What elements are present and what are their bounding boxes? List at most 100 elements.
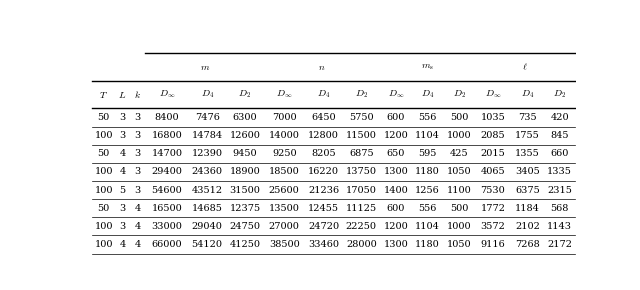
Text: 7530: 7530 bbox=[481, 186, 505, 195]
Text: 100: 100 bbox=[94, 222, 113, 231]
Text: 18500: 18500 bbox=[269, 168, 300, 177]
Text: 1143: 1143 bbox=[547, 222, 572, 231]
Text: $D_{4}$: $D_{4}$ bbox=[317, 89, 330, 100]
Text: $k$: $k$ bbox=[134, 89, 141, 100]
Text: $D_{\infty}$: $D_{\infty}$ bbox=[484, 89, 501, 100]
Text: 4065: 4065 bbox=[481, 168, 505, 177]
Text: 13750: 13750 bbox=[346, 168, 377, 177]
Text: 5: 5 bbox=[120, 186, 125, 195]
Text: 2085: 2085 bbox=[481, 131, 505, 140]
Text: 4: 4 bbox=[120, 168, 125, 177]
Text: 50: 50 bbox=[97, 149, 109, 158]
Text: 14784: 14784 bbox=[191, 131, 223, 140]
Text: 24360: 24360 bbox=[192, 168, 223, 177]
Text: 100: 100 bbox=[94, 240, 113, 249]
Text: 600: 600 bbox=[387, 204, 405, 213]
Text: 11500: 11500 bbox=[346, 131, 377, 140]
Text: 1200: 1200 bbox=[383, 222, 408, 231]
Text: 1300: 1300 bbox=[383, 240, 408, 249]
Text: 21236: 21236 bbox=[308, 186, 339, 195]
Text: 3: 3 bbox=[120, 113, 125, 122]
Text: 1300: 1300 bbox=[383, 168, 408, 177]
Text: 3: 3 bbox=[134, 113, 141, 122]
Text: 1000: 1000 bbox=[447, 222, 472, 231]
Text: 3: 3 bbox=[120, 131, 125, 140]
Text: 6375: 6375 bbox=[515, 186, 540, 195]
Text: 2315: 2315 bbox=[547, 186, 572, 195]
Text: 650: 650 bbox=[387, 149, 405, 158]
Text: 7268: 7268 bbox=[515, 240, 540, 249]
Text: 33460: 33460 bbox=[308, 240, 339, 249]
Text: 11125: 11125 bbox=[346, 204, 377, 213]
Text: 556: 556 bbox=[419, 113, 436, 122]
Text: 600: 600 bbox=[387, 113, 405, 122]
Text: $L$: $L$ bbox=[118, 90, 127, 99]
Text: 568: 568 bbox=[550, 204, 569, 213]
Text: 4: 4 bbox=[120, 240, 125, 249]
Text: 1772: 1772 bbox=[481, 204, 506, 213]
Text: 556: 556 bbox=[419, 204, 436, 213]
Text: 500: 500 bbox=[450, 113, 468, 122]
Text: 6875: 6875 bbox=[349, 149, 374, 158]
Text: 1104: 1104 bbox=[415, 131, 440, 140]
Text: 1180: 1180 bbox=[415, 240, 440, 249]
Text: 660: 660 bbox=[550, 149, 569, 158]
Text: 845: 845 bbox=[550, 131, 569, 140]
Text: 12375: 12375 bbox=[229, 204, 260, 213]
Text: 12600: 12600 bbox=[230, 131, 260, 140]
Text: 1180: 1180 bbox=[415, 168, 440, 177]
Text: $m_\mathrm{s}$: $m_\mathrm{s}$ bbox=[421, 62, 434, 72]
Text: 1335: 1335 bbox=[547, 168, 572, 177]
Text: $n$: $n$ bbox=[318, 63, 326, 72]
Text: 6450: 6450 bbox=[311, 113, 336, 122]
Text: $D_{\infty}$: $D_{\infty}$ bbox=[388, 89, 404, 100]
Text: 100: 100 bbox=[94, 168, 113, 177]
Text: 22250: 22250 bbox=[346, 222, 377, 231]
Text: 1256: 1256 bbox=[415, 186, 440, 195]
Text: 8205: 8205 bbox=[311, 149, 336, 158]
Text: 28000: 28000 bbox=[346, 240, 376, 249]
Text: 41250: 41250 bbox=[229, 240, 260, 249]
Text: 16500: 16500 bbox=[152, 204, 182, 213]
Text: 27000: 27000 bbox=[269, 222, 300, 231]
Text: 3: 3 bbox=[134, 131, 141, 140]
Text: 54120: 54120 bbox=[192, 240, 223, 249]
Text: 595: 595 bbox=[419, 149, 436, 158]
Text: $D_{\infty}$: $D_{\infty}$ bbox=[159, 89, 175, 100]
Text: 2172: 2172 bbox=[547, 240, 572, 249]
Text: 50: 50 bbox=[97, 204, 109, 213]
Text: 16220: 16220 bbox=[308, 168, 339, 177]
Text: 50: 50 bbox=[97, 113, 109, 122]
Text: 3: 3 bbox=[120, 222, 125, 231]
Text: 17050: 17050 bbox=[346, 186, 377, 195]
Text: 1050: 1050 bbox=[447, 240, 472, 249]
Text: 425: 425 bbox=[450, 149, 468, 158]
Text: 12455: 12455 bbox=[308, 204, 339, 213]
Text: 1755: 1755 bbox=[515, 131, 540, 140]
Text: $\ell$: $\ell$ bbox=[522, 62, 528, 72]
Text: $D_{2}$: $D_{2}$ bbox=[239, 89, 252, 100]
Text: 29040: 29040 bbox=[192, 222, 223, 231]
Text: 7476: 7476 bbox=[195, 113, 220, 122]
Text: 54600: 54600 bbox=[152, 186, 182, 195]
Text: 14685: 14685 bbox=[192, 204, 223, 213]
Text: 33000: 33000 bbox=[152, 222, 182, 231]
Text: 2015: 2015 bbox=[481, 149, 505, 158]
Text: 13500: 13500 bbox=[269, 204, 300, 213]
Text: 3: 3 bbox=[134, 149, 141, 158]
Text: 4: 4 bbox=[134, 222, 141, 231]
Text: 420: 420 bbox=[550, 113, 569, 122]
Text: 14000: 14000 bbox=[269, 131, 300, 140]
Text: 1000: 1000 bbox=[447, 131, 472, 140]
Text: 3: 3 bbox=[134, 168, 141, 177]
Text: 1100: 1100 bbox=[447, 186, 472, 195]
Text: 9450: 9450 bbox=[232, 149, 257, 158]
Text: $D_{4}$: $D_{4}$ bbox=[521, 89, 534, 100]
Text: 2102: 2102 bbox=[515, 222, 540, 231]
Text: 12800: 12800 bbox=[308, 131, 339, 140]
Text: 1035: 1035 bbox=[481, 113, 505, 122]
Text: 1050: 1050 bbox=[447, 168, 472, 177]
Text: 18900: 18900 bbox=[230, 168, 260, 177]
Text: 24720: 24720 bbox=[308, 222, 339, 231]
Text: 100: 100 bbox=[94, 131, 113, 140]
